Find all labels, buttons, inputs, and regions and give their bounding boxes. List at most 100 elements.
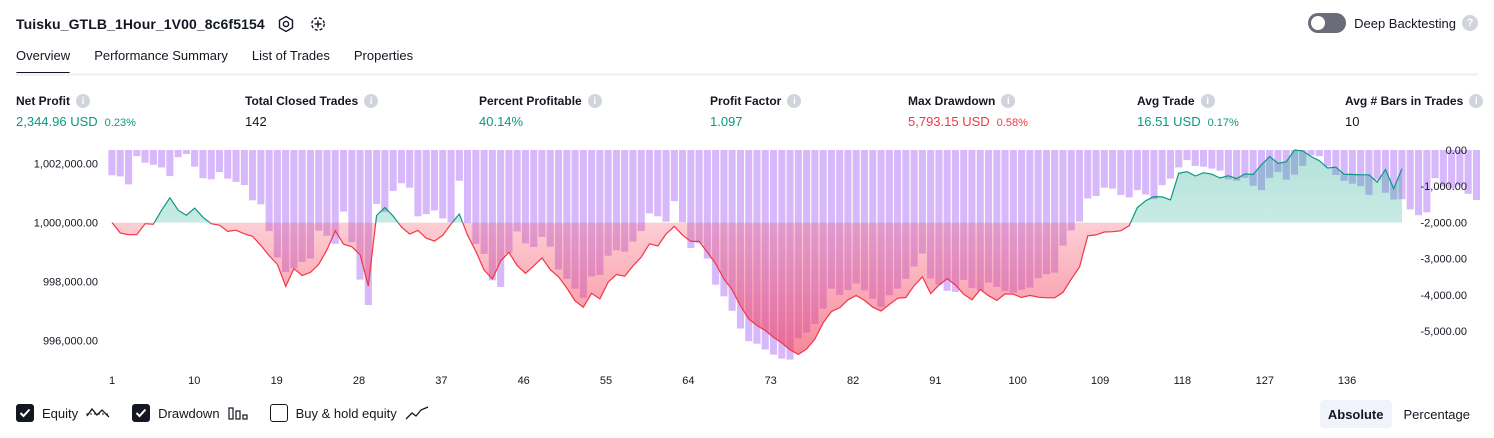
chart-axes: 1,002,000.00 1,000,000.00 998,000.00 996,00… xyxy=(34,145,1467,387)
drawdown-bar xyxy=(985,150,993,283)
drawdown-bar xyxy=(1274,150,1282,173)
x-tick-label: 37 xyxy=(435,375,447,387)
drawdown-bar xyxy=(530,150,538,247)
y-left-tick-label: 996,000.00 xyxy=(43,336,98,348)
drawdown-bar xyxy=(679,150,687,223)
drawdown-bar xyxy=(439,150,447,219)
drawdown-bar xyxy=(298,150,306,262)
drawdown-bar xyxy=(133,150,141,157)
drawdown-bar xyxy=(1340,150,1348,181)
drawdown-bar xyxy=(621,150,629,252)
drawdown-bar xyxy=(902,150,910,279)
percentage-button[interactable]: Percentage xyxy=(1403,406,1471,422)
drawdown-bar xyxy=(588,150,596,277)
metric-percent-profitable: Percent Profitable i 40.14% xyxy=(479,94,602,129)
drawdown-bar xyxy=(1307,150,1315,156)
absolute-button[interactable]: Absolute xyxy=(1319,400,1392,428)
settings-icon[interactable] xyxy=(275,13,297,35)
drawdown-bar xyxy=(1150,150,1158,200)
drawdown-bar xyxy=(149,150,157,165)
tab-overview[interactable]: Overview xyxy=(16,48,71,75)
drawdown-bar xyxy=(1365,150,1373,195)
x-tick-label: 109 xyxy=(1091,375,1109,387)
drawdown-bar xyxy=(505,150,513,254)
drawdown-bar xyxy=(521,150,529,244)
x-tick-label: 19 xyxy=(271,375,283,387)
drawdown-bar xyxy=(464,150,472,224)
drawdown-bar xyxy=(472,150,480,245)
drawdown-bar xyxy=(1233,150,1241,181)
drawdown-bar xyxy=(1390,150,1398,200)
drawdown-bar xyxy=(910,150,918,267)
equity-fill-positive xyxy=(154,150,1402,223)
info-icon[interactable]: i xyxy=(364,94,379,108)
drawdown-bar xyxy=(158,150,166,168)
info-icon[interactable]: i xyxy=(76,94,90,108)
drawdown-bar xyxy=(1034,150,1042,279)
metric-value: 5,793.15 USD xyxy=(908,114,990,129)
drawdown-bar xyxy=(306,150,314,259)
drawdown-bar xyxy=(836,150,844,295)
y-left-tick-label: 1,000,000.00 xyxy=(34,218,98,230)
y-right-tick-label: -5,000.00 xyxy=(1421,326,1467,338)
info-icon[interactable]: i xyxy=(1469,94,1484,108)
drawdown-bar xyxy=(943,150,951,291)
drawdown-checkbox[interactable] xyxy=(132,404,151,422)
drawdown-bar xyxy=(1166,150,1174,179)
drawdown-bar xyxy=(174,150,182,158)
drawdown-bar xyxy=(1084,150,1092,199)
x-tick-label: 118 xyxy=(1174,375,1192,387)
legend-drawdown[interactable]: Drawdown xyxy=(132,404,248,422)
drawdown-bar xyxy=(1224,150,1232,180)
drawdown-bar xyxy=(1042,150,1050,275)
drawdown-bar xyxy=(935,150,943,285)
drawdown-bar xyxy=(199,150,207,179)
drawdown-bar xyxy=(1315,150,1323,157)
info-icon[interactable]: i xyxy=(1200,94,1215,108)
info-icon[interactable]: i xyxy=(1001,94,1016,108)
metric-label: Total Closed Trades xyxy=(245,94,359,108)
legend-equity[interactable]: Equity xyxy=(16,404,111,422)
drawdown-bar xyxy=(513,150,521,232)
drawdown-bar xyxy=(480,150,488,254)
drawdown-bar xyxy=(1332,150,1340,175)
drawdown-bar xyxy=(1067,150,1075,231)
x-tick-label: 1 xyxy=(109,375,115,387)
tab-properties[interactable]: Properties xyxy=(353,48,414,63)
drawdown-bar xyxy=(976,150,984,291)
y-right-tick-label: -2,000.00 xyxy=(1421,217,1467,229)
help-icon[interactable]: ? xyxy=(1462,15,1478,31)
info-icon[interactable]: i xyxy=(787,94,802,108)
equity-checkbox[interactable] xyxy=(16,404,34,422)
title-bar: Tuisku_GTLB_1Hour_1V00_8c6f5154 xyxy=(16,12,329,36)
metric-avg-trade: Avg Trade i 16.51 USD 0.17% xyxy=(1137,94,1239,129)
buy-hold-checkbox[interactable] xyxy=(269,404,288,422)
drawdown-bar xyxy=(497,150,505,287)
metric-label: Max Drawdown xyxy=(908,94,996,108)
add-to-chart-icon[interactable] xyxy=(307,13,329,35)
buy-hold-line-icon xyxy=(405,405,429,421)
drawdown-bar xyxy=(670,150,678,202)
value-mode-switch: Absolute Percentage xyxy=(1316,400,1478,428)
metric-percent: 0.17% xyxy=(1207,117,1239,129)
drawdown-bar xyxy=(1249,150,1257,186)
drawdown-bar xyxy=(596,150,604,275)
metric-label: Net Profit xyxy=(16,94,70,108)
legend-buy-hold[interactable]: Buy & hold equity xyxy=(269,404,429,422)
equity-drawdown-chart[interactable]: 1,002,000.00 1,000,000.00 998,000.00 996,00… xyxy=(0,140,1494,392)
info-icon[interactable]: i xyxy=(587,94,602,108)
tab-list-of-trades[interactable]: List of Trades xyxy=(251,48,330,63)
deep-backtesting: Deep Backtesting ? xyxy=(1308,13,1478,33)
drawdown-bar xyxy=(108,150,116,176)
deep-backtesting-toggle[interactable] xyxy=(1308,13,1347,33)
equity-line-icon xyxy=(86,405,111,421)
metric-label: Avg Trade xyxy=(1137,94,1195,108)
tab-performance-summary[interactable]: Performance Summary xyxy=(94,48,228,63)
drawdown-bar xyxy=(1200,150,1208,167)
drawdown-bar xyxy=(1100,150,1108,188)
drawdown-bar xyxy=(1183,150,1191,161)
drawdown-bar xyxy=(993,150,1001,287)
drawdown-bar xyxy=(1431,150,1439,179)
drawdown-bar xyxy=(406,150,414,188)
drawdown-bar xyxy=(687,150,695,249)
